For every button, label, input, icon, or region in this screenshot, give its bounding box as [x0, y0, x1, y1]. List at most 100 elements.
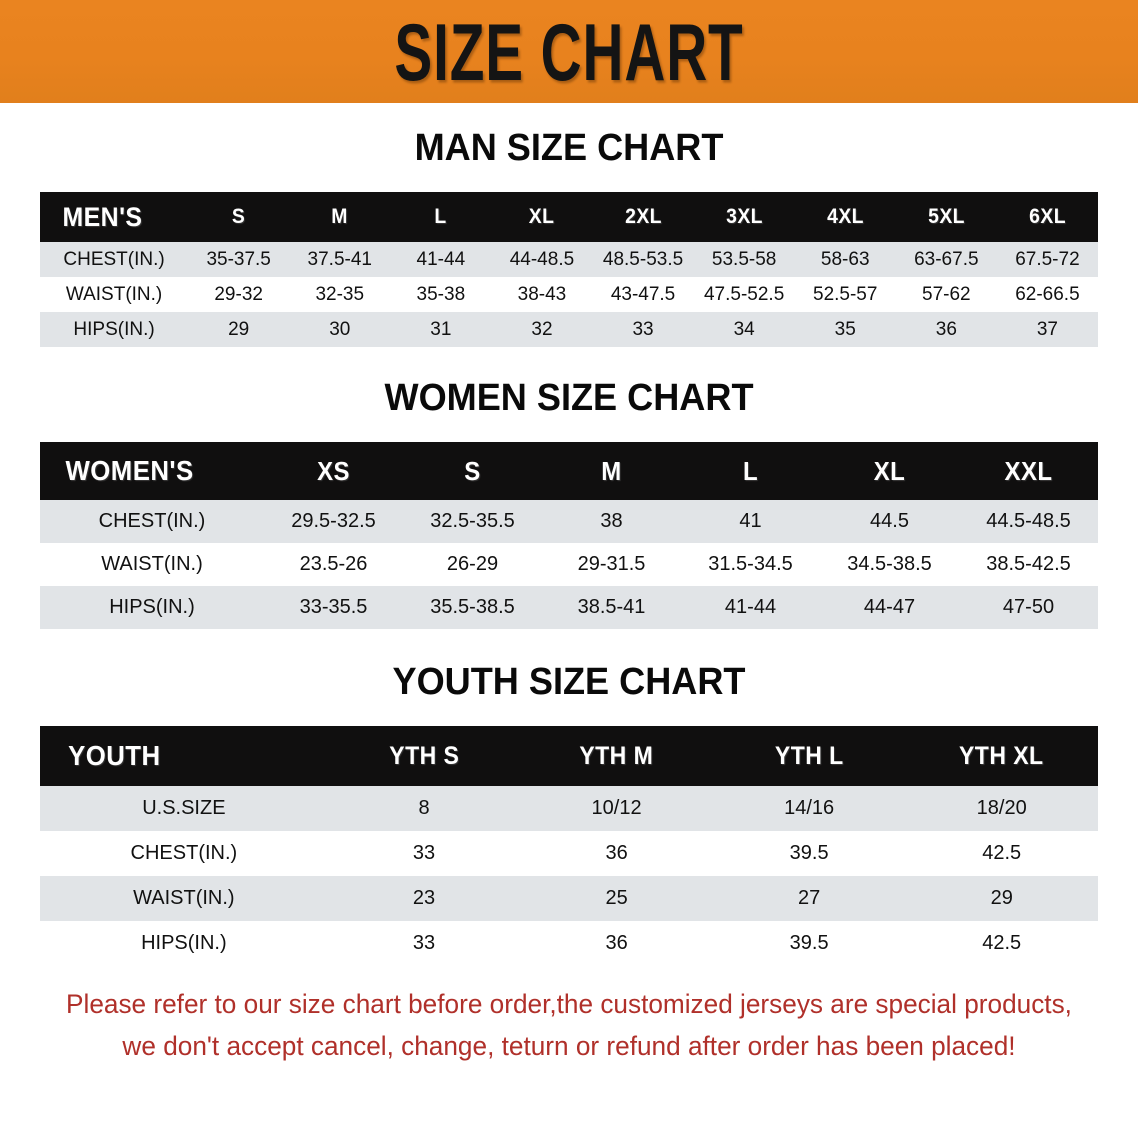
women-row-label: HIPS(IN.)	[109, 596, 195, 618]
youth-size-table-wrapper: YOUTH YTH S YTH M YTH L YTH XL U.S.SIZE 8 10/12…	[40, 726, 1098, 966]
man-cell: 47.5-52.5	[703, 283, 785, 305]
youth-cell: 29	[990, 887, 1013, 909]
youth-cell: 39.5	[789, 932, 829, 954]
man-cell: 37.5-41	[307, 248, 372, 270]
man-cell: 35	[834, 318, 856, 340]
youth-section-title: YOUTH SIZE CHART	[392, 661, 746, 703]
women-cell: 41-44	[724, 596, 777, 618]
women-table-header-row: WOMEN'S XS S M L XL XXL	[40, 442, 1098, 500]
youth-header-cell-3: YTH L	[774, 741, 844, 770]
youth-cell: 42.5	[982, 932, 1022, 954]
man-header-cell-5: 2XL	[624, 205, 662, 228]
man-header-cell-6: 3XL	[725, 205, 763, 228]
table-row: CHEST(IN.) 29.5-32.5 32.5-35.5 38 41 44.5 44.5…	[40, 500, 1098, 543]
women-row-label: CHEST(IN.)	[98, 510, 206, 532]
man-table-header-row: MEN'S S M L XL 2XL 3XL 4XL 5XL 6XL	[40, 192, 1098, 242]
women-cell: 23.5-26	[299, 553, 368, 575]
youth-header-cell-4: YTH XL	[959, 741, 1044, 770]
table-row: U.S.SIZE 8 10/12 14/16 18/20	[40, 786, 1098, 831]
man-header-cell-7: 4XL	[826, 205, 864, 228]
women-cell: 47-50	[1002, 596, 1055, 618]
youth-row-label: U.S.SIZE	[142, 797, 226, 819]
youth-cell: 23	[412, 887, 436, 909]
order-policy-line-1: Please refer to our size chart before or…	[66, 989, 1072, 1019]
order-policy-note: Please refer to our size chart before or…	[40, 984, 1097, 1068]
youth-cell: 42.5	[982, 842, 1022, 864]
man-cell: 30	[329, 318, 351, 340]
youth-cell: 39.5	[789, 842, 829, 864]
women-header-cell-1: XS	[317, 455, 350, 486]
table-row: WAIST(IN.) 23.5-26 26-29 29-31.5 31.5-34.5 34…	[40, 543, 1098, 586]
table-row: WAIST(IN.) 23 25 27 29	[40, 876, 1098, 921]
women-cell: 31.5-34.5	[708, 553, 793, 575]
order-policy-line-2: we don't accept cancel, change, teturn o…	[122, 1030, 1016, 1061]
women-cell: 32.5-35.5	[430, 510, 515, 532]
youth-row-label: HIPS(IN.)	[141, 932, 227, 954]
youth-cell: 33	[412, 842, 436, 864]
man-cell: 62-66.5	[1015, 283, 1080, 305]
women-header-cell-5: XL	[873, 455, 906, 486]
man-cell: 34	[733, 318, 755, 340]
man-cell: 44-48.5	[509, 248, 575, 270]
man-header-cell-8: 5XL	[927, 205, 965, 228]
page-title: SIZE CHART	[394, 6, 744, 97]
women-cell: 44.5-48.5	[986, 510, 1071, 532]
man-header-cell-9: 6XL	[1029, 205, 1066, 228]
man-size-table-wrapper: MEN'S S M L XL 2XL 3XL 4XL 5XL 6XL CHEST(IN.) 35-37…	[40, 192, 1098, 347]
women-header-cell-6: XXL	[1004, 455, 1053, 486]
table-row: HIPS(IN.) 33 36 39.5 42.5	[40, 921, 1098, 966]
table-row: WAIST(IN.) 29-32 32-35 35-38 38-43 43-47.5 47.…	[40, 277, 1098, 312]
youth-header-cell-label: YOUTH	[68, 740, 161, 771]
women-cell: 44.5	[870, 510, 909, 532]
women-cell: 33-35.5	[299, 596, 368, 618]
youth-cell: 33	[412, 932, 436, 954]
women-cell: 35.5-38.5	[430, 596, 515, 618]
man-cell: 43-47.5	[610, 283, 676, 305]
man-cell: 36	[935, 318, 957, 340]
man-cell: 58-63	[820, 248, 870, 270]
man-cell: 57-62	[922, 283, 971, 305]
man-header-cell-4: XL	[529, 205, 555, 228]
women-cell: 29.5-32.5	[291, 510, 376, 532]
man-header-cell-1: S	[231, 205, 246, 228]
women-cell: 38	[600, 510, 623, 532]
man-cell: 52.5-57	[813, 283, 878, 305]
youth-cell: 27	[798, 887, 821, 909]
man-cell: 29-32	[214, 283, 263, 305]
youth-size-table: YOUTH YTH S YTH M YTH L YTH XL U.S.SIZE 8 10/12…	[40, 726, 1098, 966]
youth-row-label: WAIST(IN.)	[133, 887, 235, 909]
women-size-table-wrapper: WOMEN'S XS S M L XL XXL CHEST(IN.) 29.5-32.5 32.5…	[40, 442, 1098, 629]
youth-cell: 18/20	[976, 797, 1027, 819]
table-row: HIPS(IN.) 33-35.5 35.5-38.5 38.5-41 41-44 44-…	[40, 586, 1098, 629]
women-header-cell-label: WOMEN'S	[65, 455, 194, 486]
youth-header-cell-2: YTH M	[579, 741, 654, 770]
women-cell: 44-47	[863, 596, 916, 618]
table-row: CHEST(IN.) 35-37.5 37.5-41 41-44 44-48.5 48.5…	[40, 242, 1098, 277]
women-header-cell-4: L	[742, 455, 759, 486]
women-cell: 38.5-41	[577, 596, 646, 618]
women-header-cell-3: M	[601, 455, 622, 486]
youth-header-cell-1: YTH S	[388, 741, 460, 770]
women-cell: 26-29	[446, 553, 499, 575]
man-cell: 38-43	[517, 283, 567, 305]
women-row-label: WAIST(IN.)	[101, 553, 203, 575]
man-header-cell-2: M	[331, 205, 349, 228]
man-row-label: HIPS(IN.)	[73, 318, 155, 340]
youth-row-label: CHEST(IN.)	[130, 842, 238, 864]
man-cell: 37	[1036, 318, 1058, 340]
page-banner: SIZE CHART	[0, 0, 1138, 103]
women-cell: 29-31.5	[577, 553, 646, 575]
women-size-table: WOMEN'S XS S M L XL XXL CHEST(IN.) 29.5-32.5 32.5…	[40, 442, 1098, 629]
man-header-cell-3: L	[434, 205, 447, 228]
man-row-label: WAIST(IN.)	[65, 283, 163, 305]
man-size-table: MEN'S S M L XL 2XL 3XL 4XL 5XL 6XL CHEST(IN.) 35-37…	[40, 192, 1098, 347]
women-cell: 41	[739, 510, 762, 532]
man-cell: 33	[632, 318, 654, 340]
table-row: CHEST(IN.) 33 36 39.5 42.5	[40, 831, 1098, 876]
women-cell: 34.5-38.5	[847, 553, 932, 575]
youth-cell: 25	[605, 887, 628, 909]
youth-cell: 36	[605, 932, 628, 954]
youth-cell: 36	[605, 842, 628, 864]
man-row-label: CHEST(IN.)	[63, 248, 165, 270]
man-cell: 41-44	[416, 248, 466, 270]
